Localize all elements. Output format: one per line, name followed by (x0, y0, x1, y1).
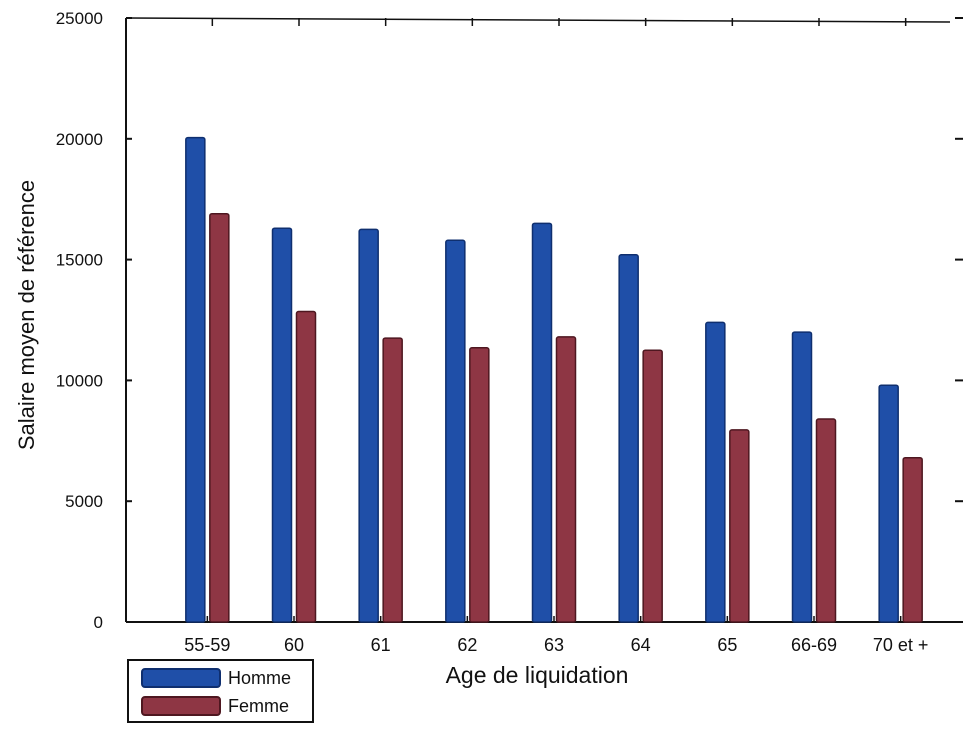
y-tick-label: 15000 (56, 251, 103, 270)
legend-label-femme: Femme (228, 696, 289, 716)
x-tick-label: 64 (631, 635, 651, 655)
y-axis-label: Salaire moyen de référence (14, 180, 39, 450)
legend-label-homme: Homme (228, 668, 291, 688)
bar-homme-66-69 (791, 331, 813, 623)
y-tick-label: 5000 (65, 492, 103, 511)
x-tick-label: 62 (457, 635, 477, 655)
x-tick-label: 66-69 (791, 635, 837, 655)
bar-femme-61 (382, 337, 403, 623)
bar-femme-65 (729, 429, 750, 623)
x-tick-label: 60 (284, 635, 304, 655)
y-tick-label: 25000 (56, 9, 103, 28)
bar-homme-63 (531, 222, 553, 623)
bar-homme-62 (445, 239, 466, 623)
y-tick-label: 10000 (56, 371, 103, 390)
x-tick-label: 61 (371, 635, 391, 655)
bar-homme-70-et-plus (878, 384, 899, 623)
bar-homme-64 (618, 254, 639, 623)
bar-femme-55-59 (209, 212, 230, 623)
bar-femme-62 (469, 347, 490, 623)
x-axis-label: Age de liquidation (446, 662, 629, 688)
legend-swatch-homme (141, 668, 221, 688)
x-tick-label: 55-59 (184, 635, 230, 655)
bar-femme-66-69 (815, 418, 837, 623)
y-tick-label: 0 (94, 613, 103, 632)
bar-homme-55-59 (185, 136, 206, 623)
bar-homme-65 (705, 321, 726, 623)
bar-femme-63 (555, 336, 577, 623)
labels: 0 5000 10000 15000 20000 25000 55-59 60 61 62 63 64… (56, 9, 929, 655)
x-tick-label: 63 (544, 635, 564, 655)
y-tick-label: 20000 (56, 130, 103, 149)
bar-femme-70-et-plus (902, 456, 923, 623)
legend: Homme Femme (127, 659, 314, 723)
bar-homme-61 (358, 228, 379, 623)
bars (185, 136, 923, 623)
top-frame-line (125, 17, 951, 23)
x-tick-label: 65 (717, 635, 737, 655)
bar-femme-64 (642, 349, 663, 623)
bar-femme-60 (295, 310, 317, 623)
legend-swatch-femme (141, 696, 221, 716)
x-tick-label: 70 et + (873, 635, 929, 655)
bar-homme-60 (271, 227, 293, 623)
